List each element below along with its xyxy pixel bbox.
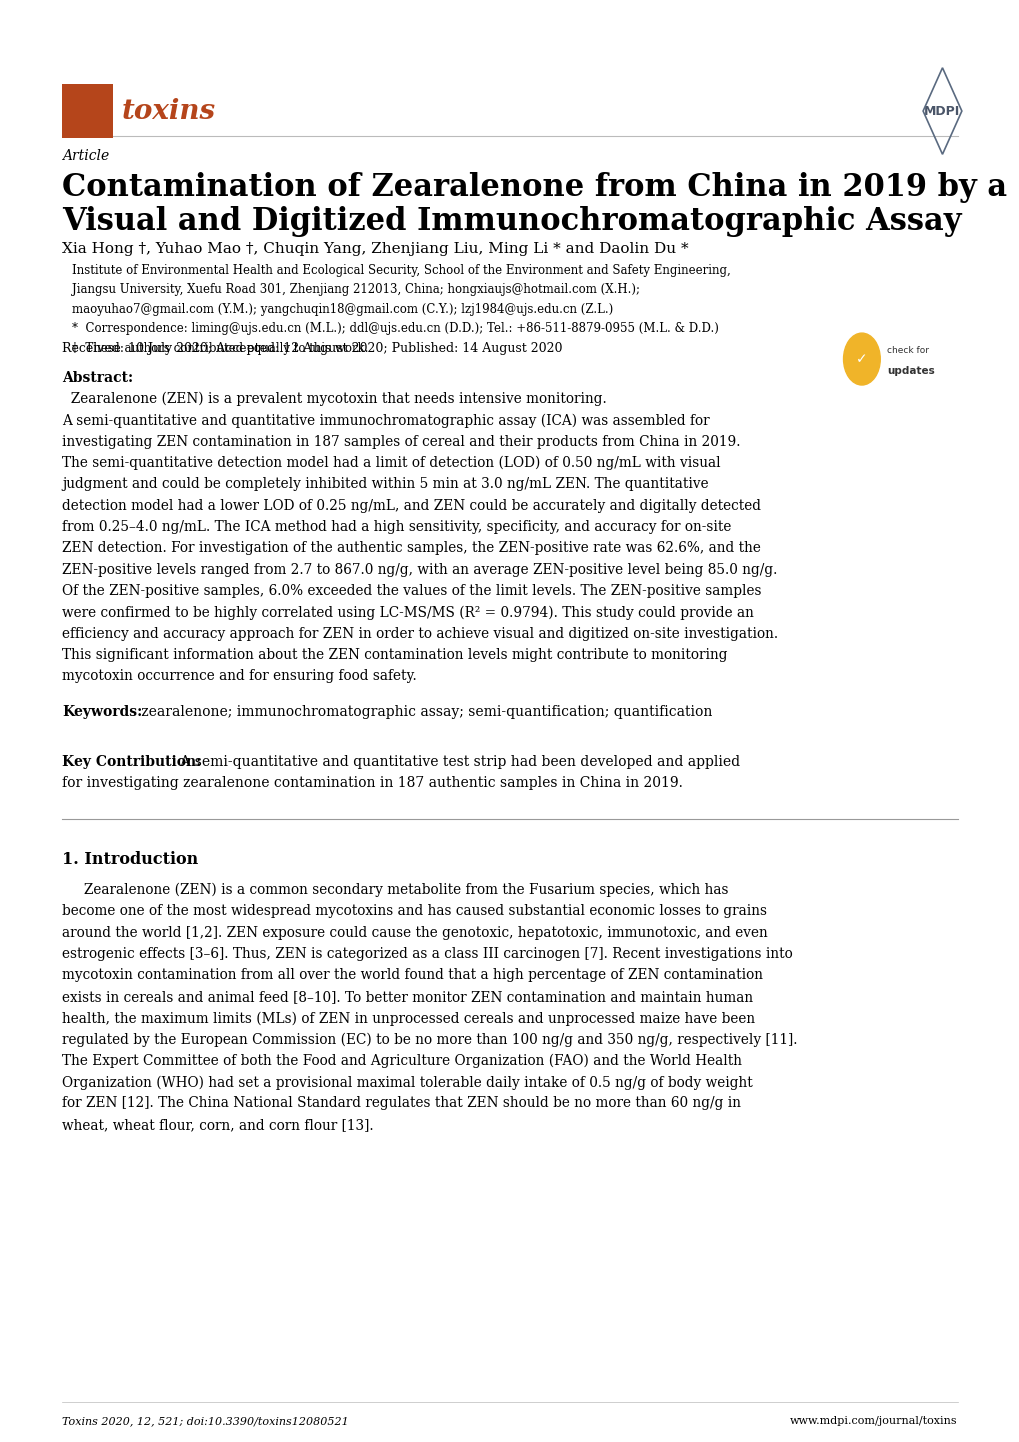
Text: The semi-quantitative detection model had a limit of detection (LOD) of 0.50 ng/: The semi-quantitative detection model ha…	[62, 456, 720, 470]
Text: Jiangsu University, Xuefu Road 301, Zhenjiang 212013, China; hongxiaujs@hotmail.: Jiangsu University, Xuefu Road 301, Zhen…	[72, 283, 640, 297]
Text: 1. Introduction: 1. Introduction	[62, 851, 199, 868]
Text: Visual and Digitized Immunochromatographic Assay: Visual and Digitized Immunochromatograph…	[62, 206, 961, 236]
Text: ZEN detection. For investigation of the authentic samples, the ZEN-positive rate: ZEN detection. For investigation of the …	[62, 541, 760, 555]
Circle shape	[843, 333, 879, 385]
FancyBboxPatch shape	[62, 84, 113, 138]
Text: toxins: toxins	[121, 98, 215, 124]
Text: mycotoxin contamination from all over the world found that a high percentage of : mycotoxin contamination from all over th…	[62, 969, 762, 982]
Text: exists in cereals and animal feed [8–10]. To better monitor ZEN contamination an: exists in cereals and animal feed [8–10]…	[62, 989, 753, 1004]
Text: maoyuhao7@gmail.com (Y.M.); yangchuqin18@gmail.com (C.Y.); lzj1984@ujs.edu.cn (Z: maoyuhao7@gmail.com (Y.M.); yangchuqin18…	[72, 303, 613, 316]
Text: Institute of Environmental Health and Ecological Security, School of the Environ: Institute of Environmental Health and Ec…	[72, 264, 731, 277]
Text: around the world [1,2]. ZEN exposure could cause the genotoxic, hepatotoxic, imm: around the world [1,2]. ZEN exposure cou…	[62, 926, 767, 940]
Text: *  Correspondence: liming@ujs.edu.cn (M.L.); ddl@ujs.edu.cn (D.D.); Tel.: +86-51: * Correspondence: liming@ujs.edu.cn (M.L…	[72, 323, 718, 336]
Text: This significant information about the ZEN contamination levels might contribute: This significant information about the Z…	[62, 647, 727, 662]
Text: investigating ZEN contamination in 187 samples of cereal and their products from: investigating ZEN contamination in 187 s…	[62, 434, 740, 448]
Text: updates: updates	[887, 366, 934, 375]
Text: mycotoxin occurrence and for ensuring food safety.: mycotoxin occurrence and for ensuring fo…	[62, 669, 417, 684]
Text: Organization (WHO) had set a provisional maximal tolerable daily intake of 0.5 n: Organization (WHO) had set a provisional…	[62, 1076, 752, 1090]
Text: www.mdpi.com/journal/toxins: www.mdpi.com/journal/toxins	[790, 1416, 957, 1426]
Text: A semi-quantitative and quantitative immunochromatographic assay (ICA) was assem: A semi-quantitative and quantitative imm…	[62, 414, 709, 428]
Text: wheat, wheat flour, corn, and corn flour [13].: wheat, wheat flour, corn, and corn flour…	[62, 1118, 374, 1132]
Text: were confirmed to be highly correlated using LC-MS/MS (R² = 0.9794). This study : were confirmed to be highly correlated u…	[62, 606, 753, 620]
Text: A semi-quantitative and quantitative test strip had been developed and applied: A semi-quantitative and quantitative tes…	[176, 756, 740, 769]
Text: Keywords:: Keywords:	[62, 705, 143, 720]
Text: detection model had a lower LOD of 0.25 ng/mL, and ZEN could be accurately and d: detection model had a lower LOD of 0.25 …	[62, 499, 760, 513]
Text: check for: check for	[887, 346, 928, 355]
Text: Zearalenone (ZEN) is a prevalent mycotoxin that needs intensive monitoring.: Zearalenone (ZEN) is a prevalent mycotox…	[62, 392, 606, 407]
Text: Received: 10 July 2020; Accepted: 12 August 2020; Published: 14 August 2020: Received: 10 July 2020; Accepted: 12 Aug…	[62, 342, 562, 355]
Text: judgment and could be completely inhibited within 5 min at 3.0 ng/mL ZEN. The qu: judgment and could be completely inhibit…	[62, 477, 708, 492]
Text: zearalenone; immunochromatographic assay; semi-quantification; quantification: zearalenone; immunochromatographic assay…	[137, 705, 711, 720]
Text: Article: Article	[62, 149, 109, 163]
Text: Key Contribution:: Key Contribution:	[62, 756, 202, 769]
Text: Abstract:: Abstract:	[62, 371, 133, 385]
Text: Of the ZEN-positive samples, 6.0% exceeded the values of the limit levels. The Z: Of the ZEN-positive samples, 6.0% exceed…	[62, 584, 761, 598]
Text: †  These authors contributed equally to this work.: † These authors contributed equally to t…	[72, 342, 369, 355]
Text: from 0.25–4.0 ng/mL. The ICA method had a high sensitivity, specificity, and acc: from 0.25–4.0 ng/mL. The ICA method had …	[62, 521, 731, 534]
Text: ZEN-positive levels ranged from 2.7 to 867.0 ng/g, with an average ZEN-positive : ZEN-positive levels ranged from 2.7 to 8…	[62, 562, 776, 577]
Text: efficiency and accuracy approach for ZEN in order to achieve visual and digitize: efficiency and accuracy approach for ZEN…	[62, 627, 777, 640]
Text: ✓: ✓	[855, 352, 867, 366]
Text: for investigating zearalenone contamination in 187 authentic samples in China in: for investigating zearalenone contaminat…	[62, 776, 683, 790]
Text: MDPI: MDPI	[923, 104, 960, 118]
Text: for ZEN [12]. The China National Standard regulates that ZEN should be no more t: for ZEN [12]. The China National Standar…	[62, 1096, 741, 1110]
Text: become one of the most widespread mycotoxins and has caused substantial economic: become one of the most widespread mycoto…	[62, 904, 766, 919]
Text: Zearalenone (ZEN) is a common secondary metabolite from the Fusarium species, wh: Zearalenone (ZEN) is a common secondary …	[62, 883, 728, 897]
Text: Toxins 2020, 12, 521; doi:10.3390/toxins12080521: Toxins 2020, 12, 521; doi:10.3390/toxins…	[62, 1416, 348, 1426]
Text: estrogenic effects [3–6]. Thus, ZEN is categorized as a class III carcinogen [7]: estrogenic effects [3–6]. Thus, ZEN is c…	[62, 947, 792, 962]
Text: regulated by the European Commission (EC) to be no more than 100 ng/g and 350 ng: regulated by the European Commission (EC…	[62, 1032, 797, 1047]
Text: health, the maximum limits (MLs) of ZEN in unprocessed cereals and unprocessed m: health, the maximum limits (MLs) of ZEN …	[62, 1011, 755, 1025]
Text: The Expert Committee of both the Food and Agriculture Organization (FAO) and the: The Expert Committee of both the Food an…	[62, 1054, 742, 1069]
Text: Xia Hong †, Yuhao Mao †, Chuqin Yang, Zhenjiang Liu, Ming Li * and Daolin Du *: Xia Hong †, Yuhao Mao †, Chuqin Yang, Zh…	[62, 242, 688, 257]
Text: Contamination of Zearalenone from China in 2019 by a: Contamination of Zearalenone from China …	[62, 172, 1007, 202]
